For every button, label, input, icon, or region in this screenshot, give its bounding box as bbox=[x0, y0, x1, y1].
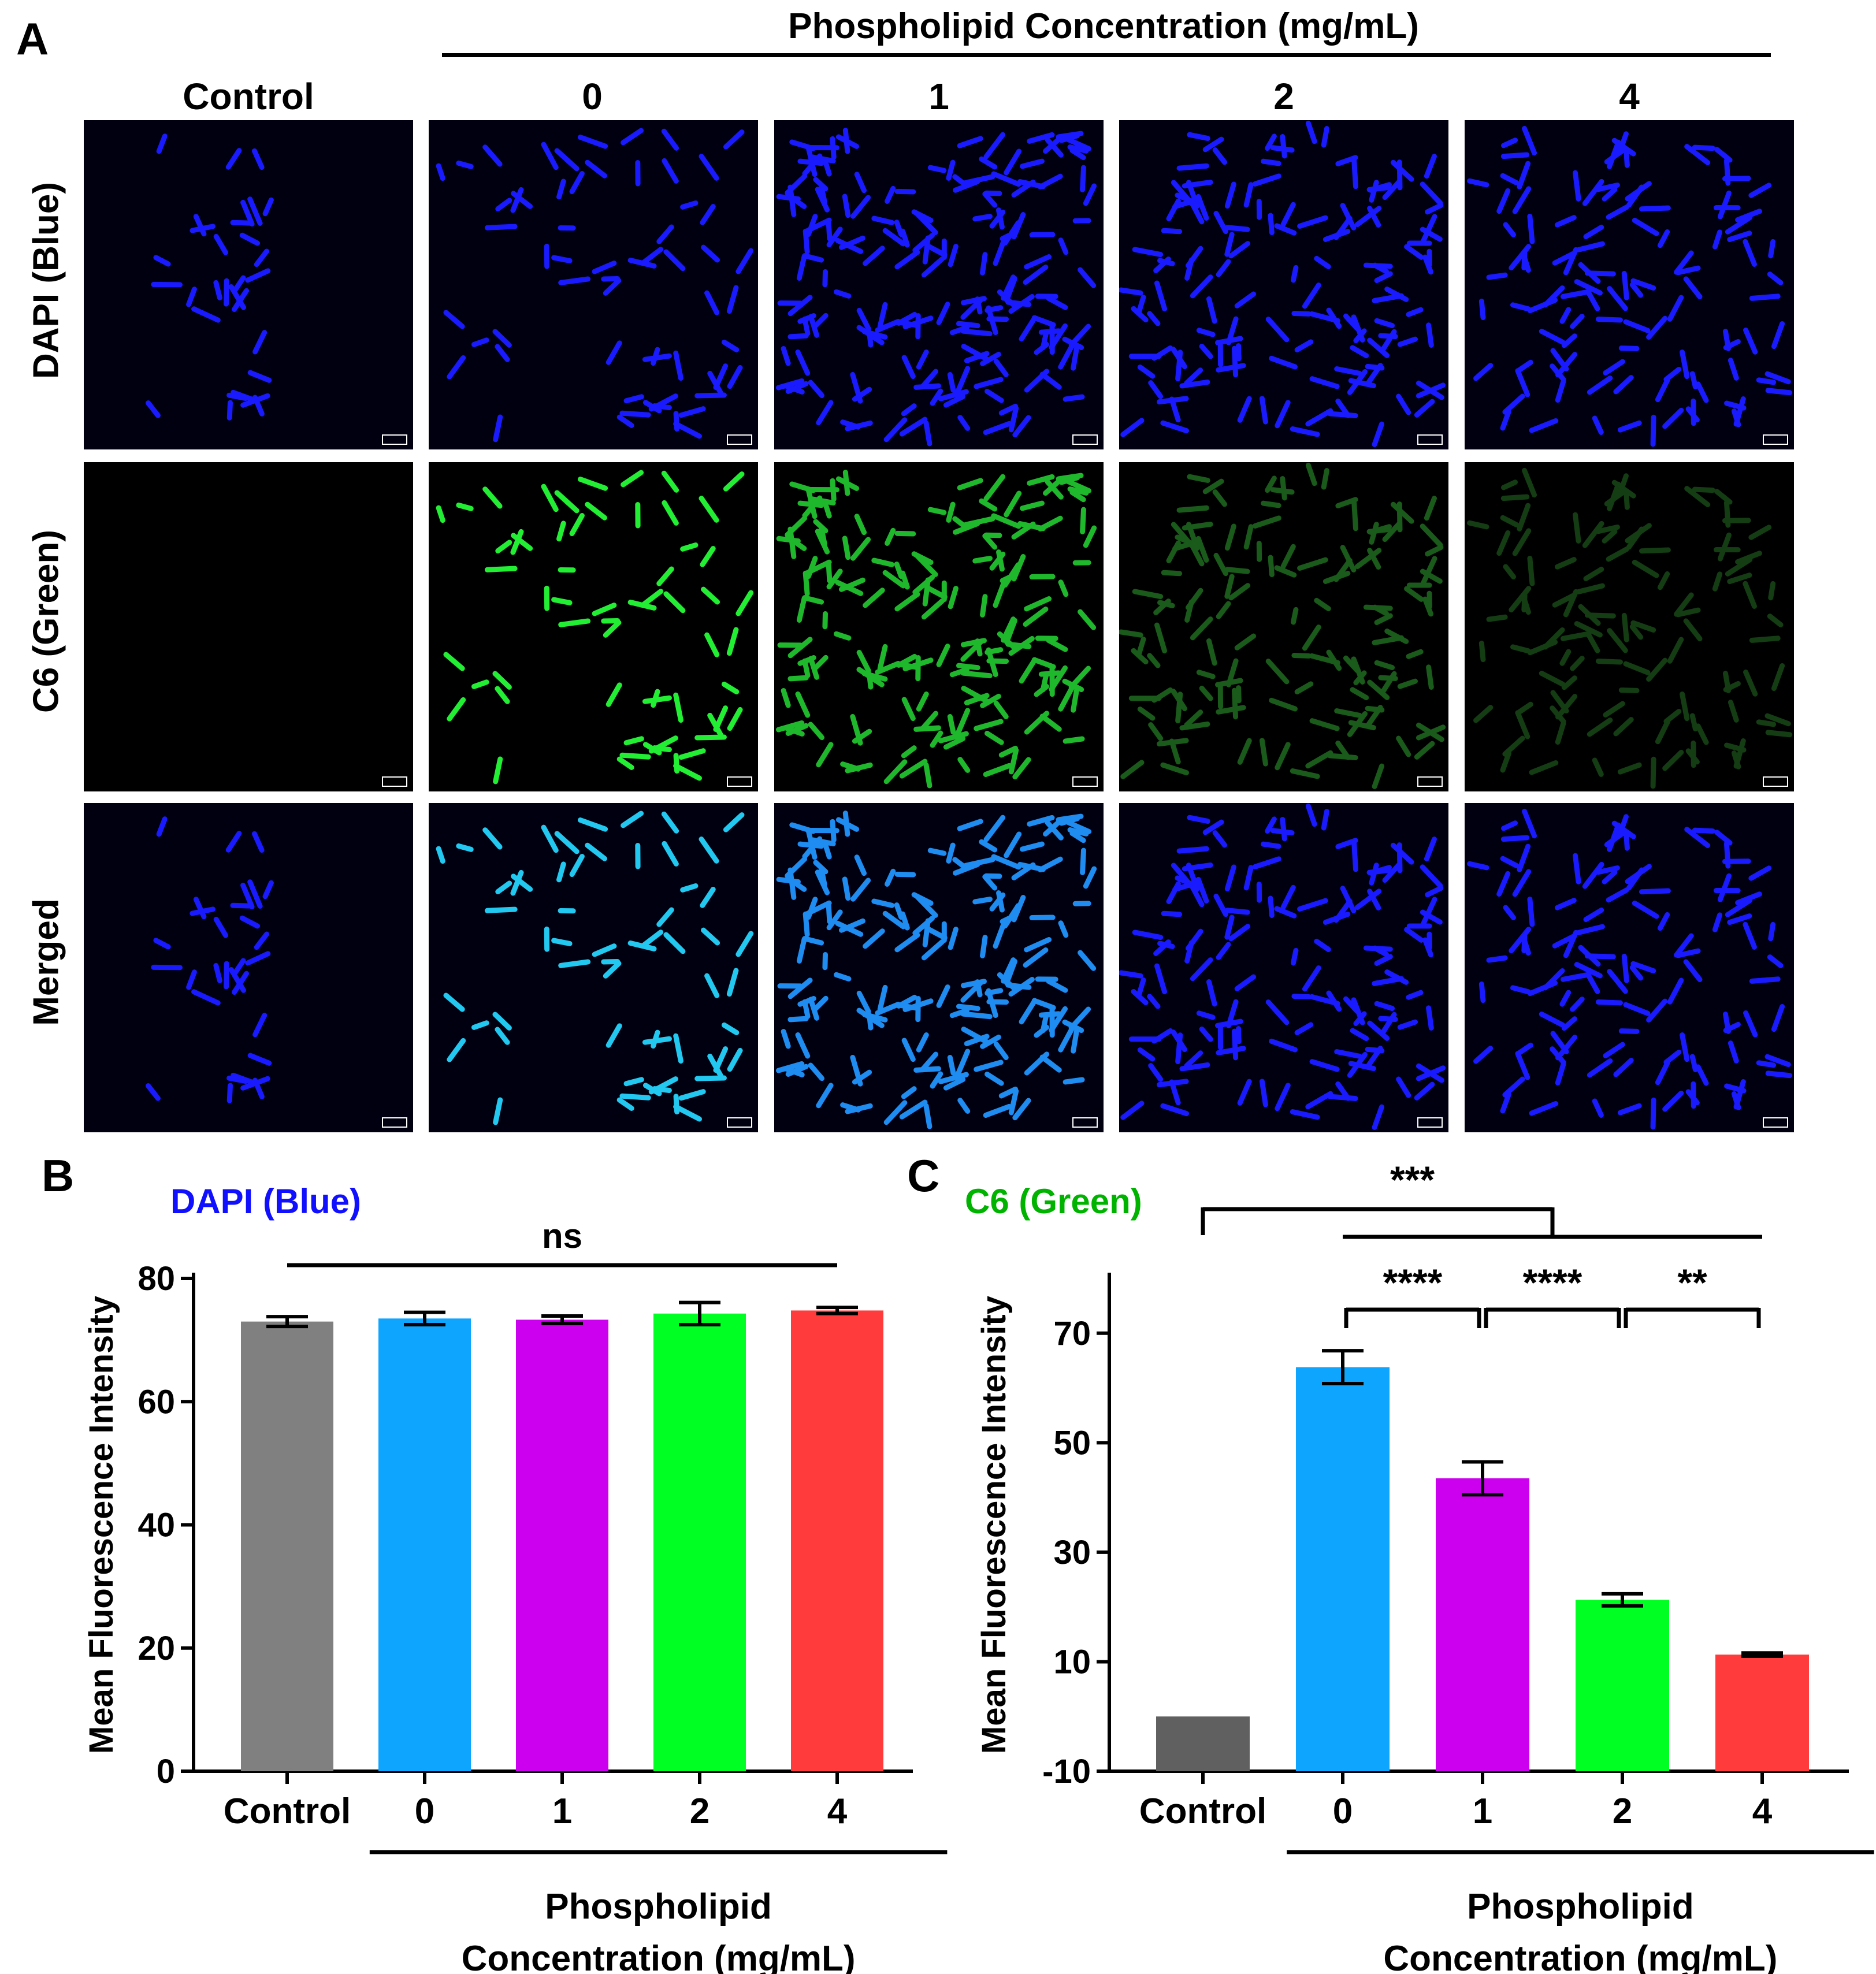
y-tick-label: 0 bbox=[157, 1753, 175, 1790]
scale-bar bbox=[727, 1117, 752, 1128]
micrograph-dapi-2 bbox=[1119, 120, 1448, 449]
bar-2 bbox=[653, 1313, 746, 1771]
x-tick-label: 0 bbox=[415, 1791, 434, 1831]
scale-bar bbox=[1072, 434, 1098, 445]
panel-c-letter: C bbox=[907, 1150, 940, 1201]
bar-4 bbox=[1715, 1655, 1809, 1771]
scale-bar bbox=[1072, 776, 1098, 787]
scale-bar bbox=[727, 776, 752, 787]
panel-b-letter: B bbox=[42, 1150, 75, 1201]
column-head-4: 4 bbox=[1619, 76, 1640, 117]
significance-label: **** bbox=[1383, 1261, 1443, 1304]
micrograph-merged-control bbox=[84, 803, 413, 1132]
scale-bar bbox=[382, 1117, 407, 1128]
bar-0 bbox=[378, 1318, 471, 1771]
x-tick-label: 2 bbox=[1613, 1791, 1632, 1831]
scale-bar bbox=[1417, 434, 1443, 445]
x-axis-label-line2: Concentration (mg/mL) bbox=[462, 1939, 856, 1974]
micrograph-c6-4 bbox=[1465, 462, 1794, 791]
scale-bar bbox=[727, 434, 752, 445]
scale-bar bbox=[1763, 1117, 1788, 1128]
y-tick-label: 30 bbox=[1053, 1534, 1091, 1571]
x-tick-label: Control bbox=[1139, 1791, 1266, 1831]
chart-title: C6 (Green) bbox=[965, 1182, 1142, 1221]
y-tick-label: -10 bbox=[1042, 1753, 1091, 1790]
scale-bar bbox=[1417, 1117, 1443, 1128]
x-axis-label-line1: Phospholipid bbox=[1467, 1887, 1694, 1927]
bar-control bbox=[241, 1321, 333, 1771]
y-tick-label: 60 bbox=[138, 1383, 175, 1421]
micrograph-c6-control bbox=[84, 462, 413, 791]
micrograph-c6-1 bbox=[774, 462, 1104, 791]
micrograph-dapi-control bbox=[84, 120, 413, 449]
bar-1 bbox=[516, 1319, 608, 1771]
x-tick-label: 1 bbox=[1473, 1791, 1492, 1831]
y-tick-label: 70 bbox=[1053, 1315, 1091, 1352]
scale-bar bbox=[1763, 776, 1788, 787]
x-tick-label: 1 bbox=[552, 1791, 572, 1831]
column-head-control: Control bbox=[183, 76, 314, 117]
panel-a-title-rule bbox=[442, 53, 1771, 57]
micrograph-c6-0 bbox=[429, 462, 758, 791]
bar-0 bbox=[1296, 1367, 1390, 1771]
x-tick-label: 2 bbox=[690, 1791, 709, 1831]
micrograph-merged-2 bbox=[1119, 803, 1448, 1132]
micrograph-dapi-0 bbox=[429, 120, 758, 449]
x-axis-label-line1: Phospholipid bbox=[545, 1887, 772, 1927]
x-tick-label: 4 bbox=[827, 1791, 848, 1831]
scale-bar bbox=[1072, 1117, 1098, 1128]
micrograph-merged-0 bbox=[429, 803, 758, 1132]
column-head-0: 0 bbox=[582, 76, 603, 117]
bar-1 bbox=[1436, 1478, 1529, 1771]
significance-label: ** bbox=[1677, 1261, 1707, 1304]
significance-label: ns bbox=[542, 1217, 582, 1255]
panel-a-title: Phospholipid Concentration (mg/mL) bbox=[788, 6, 1419, 46]
chart-title: DAPI (Blue) bbox=[170, 1182, 361, 1221]
y-axis-label: Mean Fluorescence Intensity bbox=[83, 1296, 120, 1754]
micrograph-merged-4 bbox=[1465, 803, 1794, 1132]
x-axis-label-line2: Concentration (mg/mL) bbox=[1383, 1939, 1777, 1974]
scale-bar bbox=[382, 434, 407, 445]
micrograph-dapi-4 bbox=[1465, 120, 1794, 449]
y-tick-label: 20 bbox=[138, 1630, 175, 1667]
y-tick-label: 40 bbox=[138, 1507, 175, 1544]
micrograph-merged-1 bbox=[774, 803, 1104, 1132]
bar-4 bbox=[791, 1310, 883, 1771]
chart-b-dapi: DAPI (Blue) Mean Fluorescence Intensity 0 2… bbox=[83, 1182, 948, 1974]
significance-label: **** bbox=[1523, 1261, 1582, 1304]
y-axis-label: Mean Fluorescence Intensity bbox=[975, 1296, 1013, 1754]
scale-bar bbox=[1417, 776, 1443, 787]
y-tick-label: 10 bbox=[1053, 1643, 1091, 1681]
y-tick-label: 50 bbox=[1053, 1424, 1091, 1462]
column-head-2: 2 bbox=[1273, 76, 1294, 117]
bar-2 bbox=[1576, 1600, 1669, 1771]
column-head-1: 1 bbox=[928, 76, 949, 117]
significance-label: *** bbox=[1390, 1158, 1435, 1201]
micrograph-dapi-1 bbox=[774, 120, 1104, 449]
y-tick-label: 80 bbox=[138, 1260, 175, 1298]
x-tick-label: 4 bbox=[1752, 1791, 1773, 1831]
scale-bar bbox=[382, 776, 407, 787]
x-tick-label: Control bbox=[224, 1791, 351, 1831]
micrograph-c6-2 bbox=[1119, 462, 1448, 791]
panel-a-letter: A bbox=[16, 13, 49, 64]
x-tick-label: 0 bbox=[1333, 1791, 1353, 1831]
scale-bar bbox=[1763, 434, 1788, 445]
bar-control bbox=[1156, 1716, 1250, 1771]
